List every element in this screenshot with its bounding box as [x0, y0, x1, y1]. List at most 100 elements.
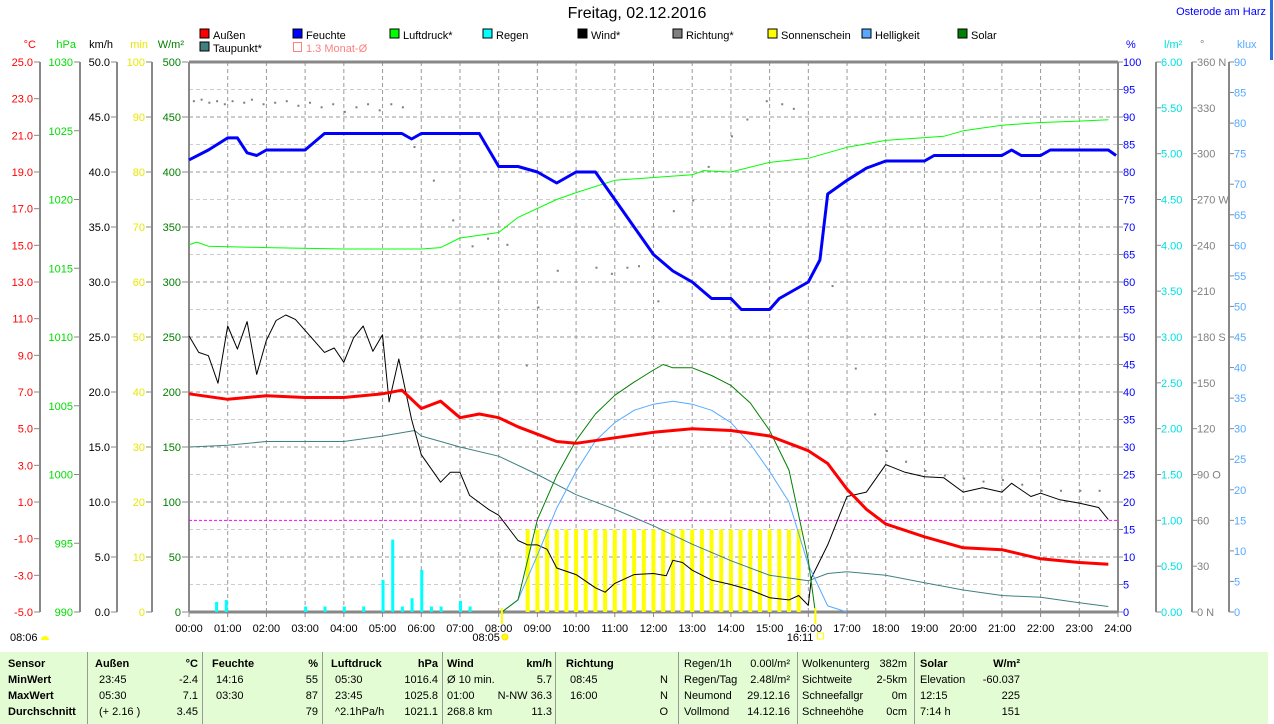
table-divider [797, 652, 798, 724]
direction-dot [401, 106, 404, 109]
axis-tick-label: 240 [1197, 240, 1215, 252]
axis-tick-label: 95 [1123, 85, 1135, 97]
axis-tick-label: 1030 [49, 57, 73, 69]
table-cell: (+ 2.16 ) [99, 706, 141, 718]
axis-tick-label: 85 [1123, 140, 1135, 152]
direction-dot [320, 106, 323, 109]
axis-tick-label: 100 [1123, 57, 1141, 69]
sunshine-bar [612, 529, 617, 612]
table-cell: Schneefallgr [802, 690, 864, 702]
axis-tick-label: 150 [163, 442, 181, 454]
table-cell: 16:00 [570, 690, 598, 702]
axis-tick-label: 180 S [1197, 332, 1226, 344]
axis-tick-label: 13.0 [12, 277, 33, 289]
table-cell: Ø 10 min. [447, 674, 495, 686]
rain-bar [304, 606, 308, 612]
table-divider [914, 652, 915, 724]
sunshine-bar [641, 529, 646, 612]
axis-unit-dir: ° [1200, 39, 1204, 51]
x-tick-label: 15:00 [756, 623, 784, 635]
legend-item: Helligkeit [875, 30, 920, 42]
sunshine-bar [680, 529, 685, 612]
axis-tick-label: 15 [1234, 515, 1246, 527]
axis-tick-label: 85 [1234, 88, 1246, 100]
axis-tick-label: 100 [163, 497, 181, 509]
direction-dot [308, 101, 311, 104]
axis-tick-label: 1015 [49, 263, 73, 275]
axis-tick-label: 25 [1234, 454, 1246, 466]
legend-item: Richtung* [686, 30, 734, 42]
axis-tick-label: 11.0 [12, 314, 33, 326]
axis-tick-label: 1.50 [1161, 470, 1182, 482]
column-unit: °C [185, 658, 198, 670]
direction-dot [285, 100, 288, 103]
table-cell: 1025.8 [404, 690, 438, 702]
legend-swatch-icon [292, 28, 303, 39]
axis-tick-label: 500 [163, 57, 181, 69]
table-cell: 87 [305, 690, 318, 702]
legend-swatch-icon [672, 28, 683, 39]
right-margin [1268, 0, 1274, 724]
table-cell: 268.8 km [447, 706, 493, 718]
direction-dot [924, 469, 927, 472]
table-cell: -60.037 [982, 674, 1020, 686]
table-cell: Vollmond [684, 706, 730, 718]
direction-dot [963, 477, 966, 480]
axis-tick-label: 10.0 [89, 497, 110, 509]
axis-tick-label: 60 [1197, 515, 1209, 527]
direction-dot [537, 306, 540, 309]
direction-dot [243, 101, 246, 104]
axis-tick-label: 15.0 [12, 240, 33, 252]
column-header: Regen/1h [684, 658, 732, 670]
axis-tick-label: 30 [1197, 561, 1209, 573]
direction-dot [525, 364, 528, 367]
location-link[interactable]: Osterode am Harz [1176, 6, 1266, 18]
axis-tick-label: 1005 [49, 401, 73, 413]
axis-tick-label: 35 [1123, 415, 1135, 427]
sunshine-bar [777, 529, 782, 612]
axis-tick-label: 1010 [49, 332, 73, 344]
direction-dot [231, 100, 234, 103]
axis-unit-min: min [130, 39, 148, 51]
axis-tick-label: 5.50 [1161, 103, 1182, 115]
direction-dot [672, 210, 675, 213]
direction-dot [874, 413, 877, 416]
direction-dot [626, 266, 629, 269]
axis-tick-label: 7.0 [18, 387, 33, 399]
row-label: MinWert [8, 674, 52, 686]
column-header: Wind [447, 658, 474, 670]
rain-bar [420, 569, 424, 612]
series-line-solar [501, 364, 816, 613]
legend-swatch-icon [482, 28, 493, 39]
legend-item: Solar [971, 30, 997, 42]
axis-tick-label: 210 [1197, 286, 1215, 298]
axis-unit-solar: W/m² [158, 39, 185, 51]
x-tick-label: 01:00 [214, 623, 242, 635]
axis-tick-label: 90 [1123, 112, 1135, 124]
legend-item: Wind* [591, 30, 621, 42]
sunshine-bar [622, 529, 627, 612]
table-divider [87, 652, 88, 724]
axis-tick-label: 15 [1123, 525, 1135, 537]
direction-dot [216, 100, 219, 103]
table-cell: 2.48l/m² [750, 674, 790, 686]
axis-tick-label: 60 [1234, 240, 1246, 252]
sunset-icon [816, 632, 824, 640]
direction-dot [885, 450, 888, 453]
rain-bar [410, 598, 414, 612]
sunshine-bar [796, 529, 801, 612]
axis-tick-label: 300 [1197, 149, 1215, 161]
column-header: Außen [95, 658, 130, 670]
axis-tick-label: 40 [1234, 363, 1246, 375]
axis-tick-label: 3.0 [18, 460, 33, 472]
x-tick-label: 20:00 [949, 623, 977, 635]
axis-tick-label: 30 [1234, 424, 1246, 436]
series-line-außen [188, 388, 1109, 566]
axis-tick-label: 25.0 [12, 57, 33, 69]
axis-tick-label: 20.0 [89, 387, 110, 399]
direction-dot [1079, 489, 1082, 492]
table-cell: N [660, 690, 668, 702]
axis-tick-label: 80 [1123, 167, 1135, 179]
legend-item: Luftdruck* [403, 30, 453, 42]
direction-dot [471, 245, 474, 248]
